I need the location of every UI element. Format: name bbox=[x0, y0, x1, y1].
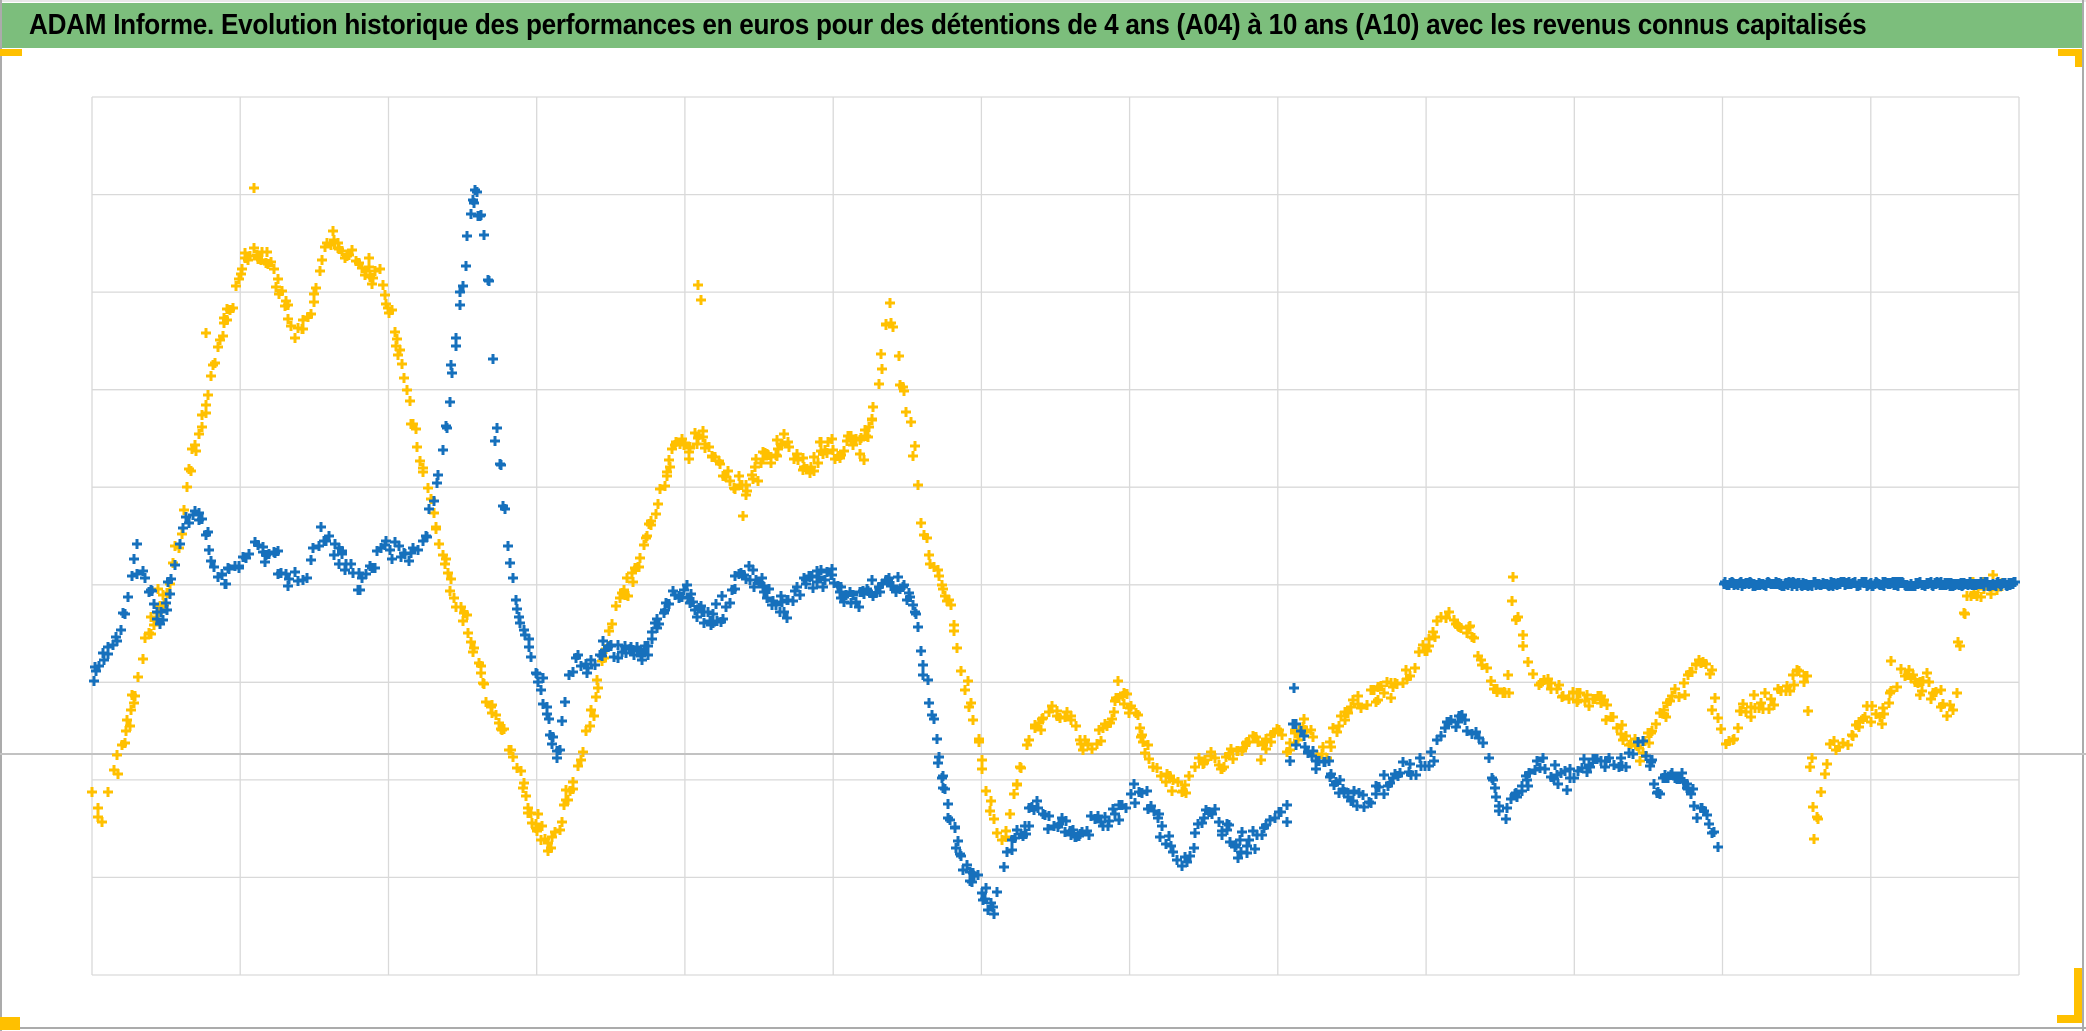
gridlines bbox=[91, 96, 2020, 976]
series-blue-points bbox=[89, 185, 2020, 919]
print-area-corner-mark-bottom-right bbox=[2057, 968, 2082, 1023]
print-area-corner-mark-top-right bbox=[2058, 49, 2082, 67]
print-area-corner-mark-top-left bbox=[0, 49, 22, 56]
window-border-left bbox=[0, 0, 2, 1031]
series-yellow-points bbox=[87, 183, 2008, 856]
print-area-corner-mark-bottom-left bbox=[0, 1017, 20, 1030]
window-border-bottom bbox=[0, 1027, 2086, 1029]
title-bar: ADAM Informe. Evolution historique des p… bbox=[2, 3, 2082, 48]
window-border-top bbox=[0, 0, 2086, 2]
window-border-right bbox=[2082, 0, 2084, 1031]
chart-title: ADAM Informe. Evolution historique des p… bbox=[29, 9, 1867, 41]
